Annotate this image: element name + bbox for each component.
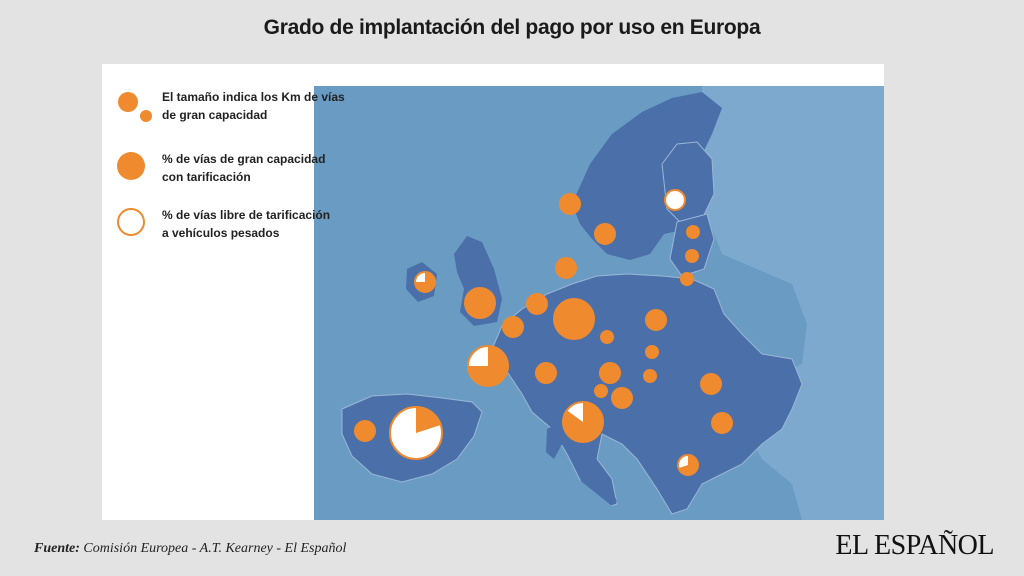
legend-line: con tarificación	[162, 170, 251, 184]
bubble-circle	[555, 257, 577, 279]
legend-line: El tamaño indica los Km de vías	[162, 90, 345, 104]
bubble-circle	[600, 330, 614, 344]
legend-line: a vehículos pesados	[162, 226, 280, 240]
mediterranean-sea	[314, 464, 662, 520]
bubble-circle	[354, 420, 376, 442]
bubble-circle	[643, 369, 657, 383]
bubble-slovakia	[645, 345, 659, 359]
bubble-circle	[686, 225, 700, 239]
bubble-france	[467, 345, 509, 387]
bubble-circle	[680, 272, 694, 286]
bubble-tolled-wedge	[678, 455, 699, 475]
legend-line: de gran capacidad	[162, 108, 268, 122]
legend-text-free: % de vías libre de tarificación a vehícu…	[162, 206, 392, 242]
bubble-tolled-wedge	[416, 407, 441, 433]
free-bubble-icon	[117, 208, 145, 236]
bubble-lithuania	[680, 272, 694, 286]
legend-line: % de vías libre de tarificación	[162, 208, 331, 222]
bubble-austria	[599, 362, 621, 384]
bubble-circle	[553, 298, 595, 340]
bubble-tolled-wedge	[468, 346, 508, 386]
bubble-circle	[464, 287, 496, 319]
bubble-circle	[711, 412, 733, 434]
bubble-finland	[664, 189, 686, 211]
bubble-ireland	[414, 271, 436, 293]
bubble-italy	[562, 401, 604, 443]
bubble-bulgaria	[711, 412, 733, 434]
bubble-denmark	[555, 257, 577, 279]
bubble-estonia	[686, 225, 700, 239]
bubble-norway	[559, 193, 581, 215]
bubble-united-kingdom	[464, 287, 496, 319]
bubble-belgium	[502, 316, 524, 338]
bubble-greece	[677, 454, 699, 476]
blank-area	[102, 64, 314, 520]
europe-map: El tamaño indica los Km de vías de gran …	[102, 64, 884, 520]
legend-line: % de vías de gran capacidad	[162, 152, 326, 166]
bubble-circle	[599, 362, 621, 384]
bubble-poland	[645, 309, 667, 331]
bubble-hungary	[643, 369, 657, 383]
bubble-tolled-wedge	[563, 402, 604, 442]
bubble-switzerland	[535, 362, 557, 384]
source-text: Comisión Europea - A.T. Kearney - El Esp…	[83, 541, 347, 556]
bubble-circle	[645, 309, 667, 331]
bubble-slovenia	[594, 384, 608, 398]
legend-text-tolled: % de vías de gran capacidad con tarifica…	[162, 150, 392, 186]
baltics-land	[669, 213, 715, 277]
bubble-circle	[559, 193, 581, 215]
bubble-portugal	[354, 420, 376, 442]
bubble-layer	[354, 189, 733, 476]
el-espanol-logo: EL ESPAÑOL	[835, 530, 994, 561]
bubble-netherlands	[526, 293, 548, 315]
bubble-circle	[611, 387, 633, 409]
map-canvas	[102, 64, 884, 520]
tolled-bubble-icon	[117, 152, 145, 180]
bubble-circle	[594, 384, 608, 398]
chart-title: Grado de implantación del pago por uso e…	[263, 16, 761, 39]
source-note: Fuente: Comisión Europea - A.T. Kearney …	[34, 541, 346, 557]
source-label: Fuente:	[34, 541, 80, 556]
legend-text-size: El tamaño indica los Km de vías de gran …	[162, 88, 392, 124]
bubble-circle	[594, 223, 616, 245]
bubble-sweden	[594, 223, 616, 245]
bubble-romania	[700, 373, 722, 395]
bubble-circle	[526, 293, 548, 315]
bubble-circle	[645, 345, 659, 359]
bubble-circle	[502, 316, 524, 338]
bubble-circle	[700, 373, 722, 395]
bubble-germany	[553, 298, 595, 340]
bubble-circle	[664, 189, 686, 211]
bubble-croatia	[611, 387, 633, 409]
bubble-circle	[685, 249, 699, 263]
bubble-spain	[389, 406, 443, 460]
bubble-circle	[535, 362, 557, 384]
bubble-czech-republic	[600, 330, 614, 344]
size-bubbles-icon	[118, 92, 152, 122]
bubble-latvia	[685, 249, 699, 263]
bubble-tolled-wedge	[415, 272, 435, 292]
sardinia-land	[546, 424, 562, 459]
